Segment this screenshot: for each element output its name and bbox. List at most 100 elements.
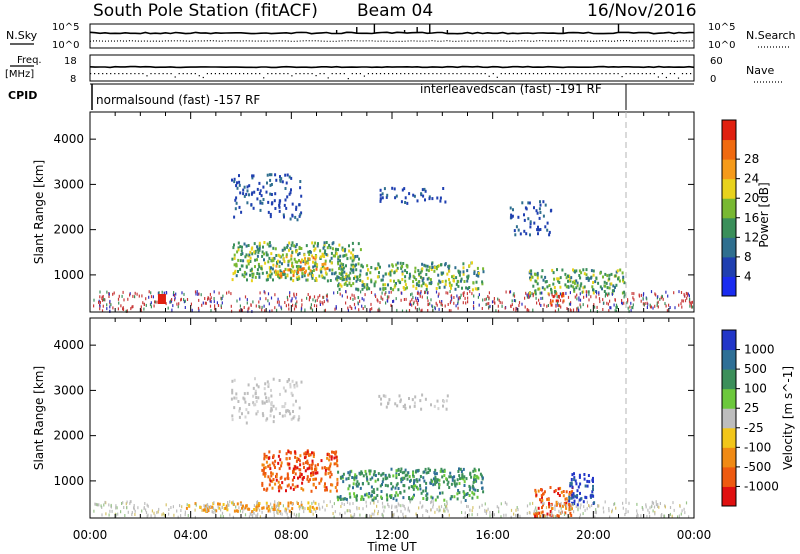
echo-cell <box>237 248 240 252</box>
echo-cell <box>247 244 250 247</box>
near-range-echo <box>690 303 692 307</box>
echo-cell <box>291 202 294 206</box>
echo-cell <box>287 259 290 263</box>
near-range-echo <box>332 512 334 515</box>
echo-cell <box>351 259 354 263</box>
near-range-echo <box>129 293 131 297</box>
echo-cell <box>420 192 423 196</box>
echo-cell <box>157 294 166 304</box>
echo-cell <box>462 266 465 270</box>
echo-cell <box>286 380 289 384</box>
echo-cell <box>345 272 348 276</box>
near-range-echo <box>642 297 644 301</box>
echo-cell <box>308 257 311 261</box>
echo-cell <box>559 504 562 508</box>
echo-cell <box>535 493 538 497</box>
echo-cell <box>286 195 289 199</box>
near-range-echo <box>432 503 434 507</box>
echo-cell <box>408 496 411 499</box>
near-range-echo <box>293 307 296 311</box>
echo-cell <box>207 509 210 512</box>
nave-dot <box>508 73 510 75</box>
near-range-echo <box>252 300 254 304</box>
echo-cell <box>563 501 566 505</box>
echo-cell <box>471 261 473 265</box>
echo-cell <box>564 497 567 501</box>
near-range-echo <box>397 515 399 519</box>
echo-cell <box>417 284 420 288</box>
freq-label: Freq. <box>17 55 42 66</box>
echo-cell <box>266 380 269 384</box>
near-range-echo <box>102 295 104 298</box>
near-range-echo <box>498 510 500 514</box>
echo-cell <box>337 470 340 474</box>
echo-cell <box>278 467 281 471</box>
freq-unit: [MHz] <box>5 69 34 80</box>
near-range-echo <box>456 294 458 298</box>
echo-cell <box>319 255 322 259</box>
echo-cell <box>355 268 358 272</box>
echo-cell <box>391 186 394 190</box>
echo-cell <box>444 200 447 204</box>
near-range-echo <box>179 504 181 508</box>
echo-cell <box>282 386 285 390</box>
echo-cell <box>555 292 558 296</box>
echo-cell <box>361 287 364 291</box>
echo-cell <box>533 512 536 516</box>
near-range-echo <box>451 296 453 300</box>
echo-cell <box>364 469 367 473</box>
near-range-echo <box>447 509 449 513</box>
echo-cell <box>401 265 404 268</box>
echo-cell <box>560 490 563 494</box>
echo-cell <box>385 477 387 481</box>
near-range-echo <box>203 504 205 508</box>
near-range-echo <box>652 501 655 505</box>
echo-cell <box>260 265 263 269</box>
echo-cell <box>284 276 287 280</box>
colorbar-tick-label: 25 <box>744 401 759 415</box>
echo-cell <box>426 277 429 281</box>
echo-cell <box>240 249 243 253</box>
echo-cell <box>396 482 399 486</box>
near-range-echo <box>667 294 669 298</box>
near-range-echo <box>213 297 215 300</box>
echo-cell <box>321 274 324 278</box>
near-range-echo <box>485 303 487 306</box>
near-range-echo <box>211 510 213 514</box>
near-range-echo <box>322 302 324 306</box>
near-range-echo <box>242 510 244 514</box>
echo-cell <box>279 269 282 273</box>
echo-cell <box>239 259 242 263</box>
near-range-echo <box>101 513 103 517</box>
echo-cell <box>249 273 251 277</box>
echo-cell <box>264 474 266 478</box>
near-range-echo <box>580 305 582 309</box>
near-range-echo <box>646 514 648 518</box>
near-range-echo <box>163 291 165 295</box>
echo-cell <box>235 196 238 200</box>
near-range-echo <box>489 304 491 308</box>
near-range-echo <box>378 307 380 311</box>
near-range-echo <box>545 514 547 518</box>
echo-cell <box>269 409 272 413</box>
near-range-echo <box>441 303 443 307</box>
echo-cell <box>261 463 264 467</box>
near-range-echo <box>427 309 429 312</box>
nave-dot <box>186 73 188 75</box>
echo-cell <box>300 473 303 476</box>
near-range-echo <box>516 506 518 509</box>
echo-cell <box>573 279 576 283</box>
echo-cell <box>424 264 427 268</box>
near-range-echo <box>525 291 527 295</box>
echo-cell <box>269 467 272 471</box>
echo-cell <box>422 277 425 281</box>
near-range-echo <box>172 293 175 297</box>
echo-cell <box>573 289 576 293</box>
near-range-echo <box>121 294 123 298</box>
echo-cell <box>578 287 581 291</box>
near-range-echo <box>191 308 193 312</box>
echo-cell <box>359 472 362 476</box>
near-range-echo <box>417 299 419 303</box>
near-range-echo <box>400 509 402 513</box>
echo-cell <box>475 474 478 478</box>
